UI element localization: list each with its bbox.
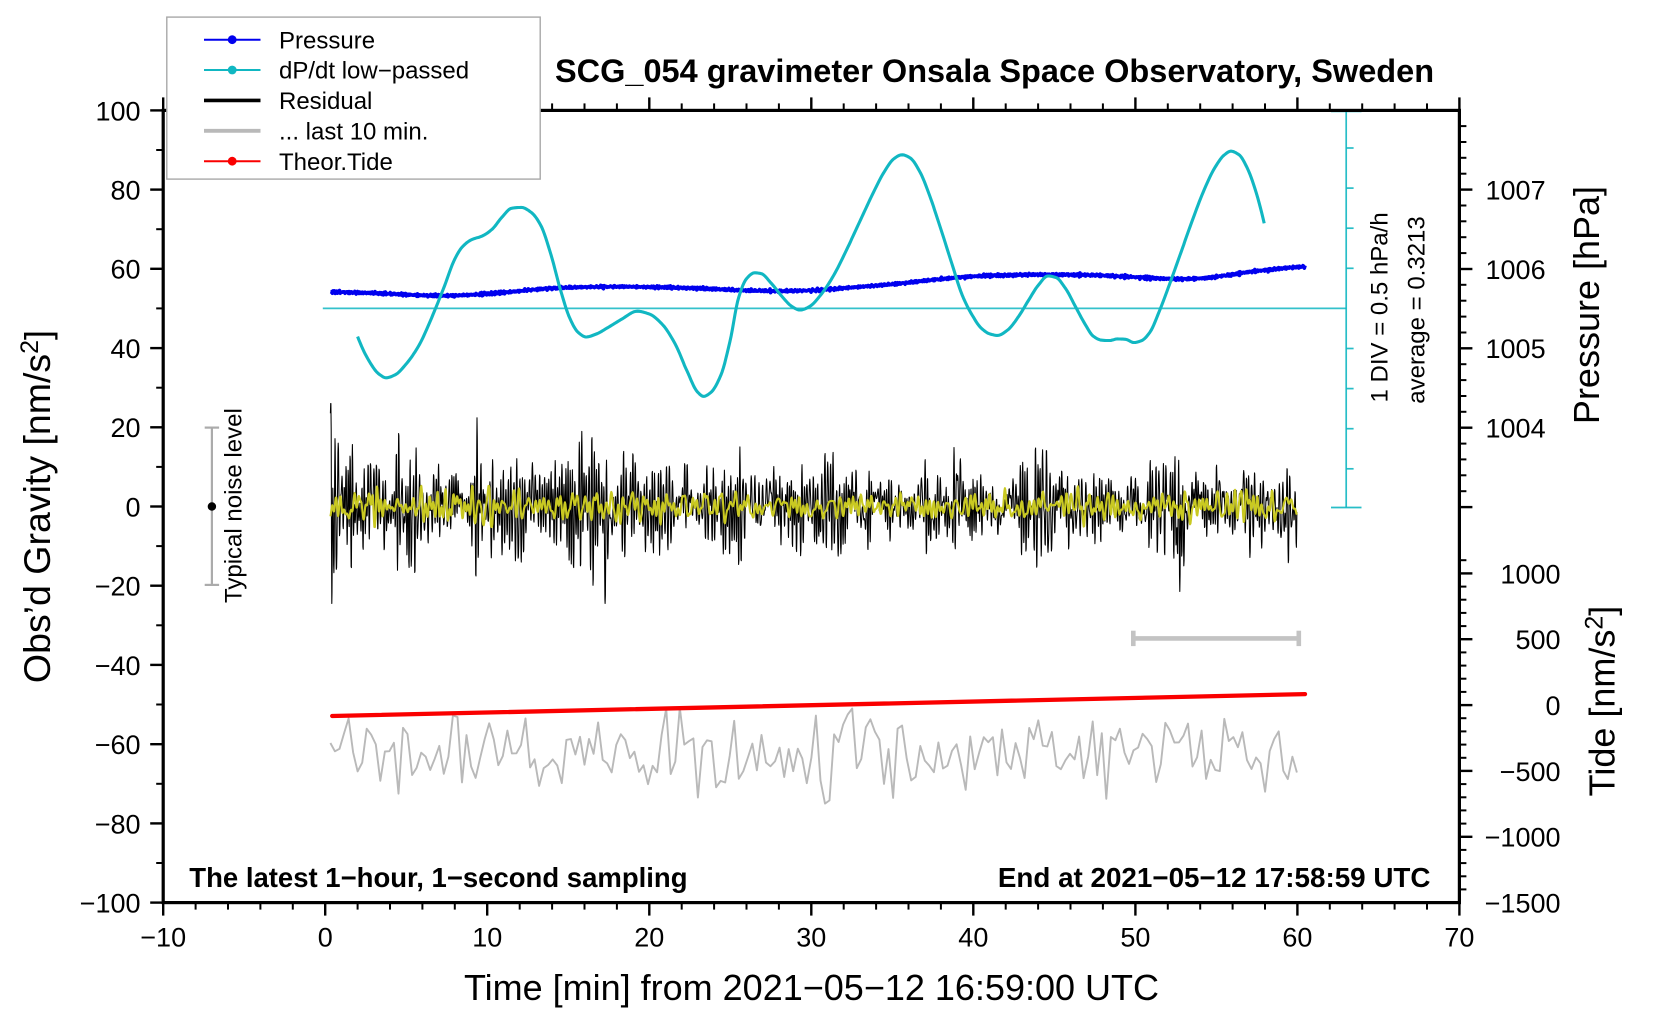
svg-text:500: 500 [1515, 625, 1560, 655]
svg-text:20: 20 [110, 413, 140, 443]
svg-text:60: 60 [1282, 922, 1312, 952]
svg-text:70: 70 [1444, 922, 1474, 952]
svg-text:1006: 1006 [1486, 255, 1546, 285]
svg-text:50: 50 [1120, 922, 1150, 952]
svg-text:80: 80 [110, 176, 140, 206]
svg-text:20: 20 [634, 922, 664, 952]
svg-text:−60: −60 [95, 730, 141, 760]
svg-text:1005: 1005 [1486, 334, 1546, 364]
svg-text:40: 40 [958, 922, 988, 952]
svg-text:10: 10 [472, 922, 502, 952]
svg-text:−100: −100 [80, 889, 141, 919]
svg-text:1 DIV = 0.5 hPa/h: 1 DIV = 0.5 hPa/h [1367, 212, 1394, 402]
svg-text:100: 100 [95, 96, 140, 126]
svg-text:average = 0.3213: average = 0.3213 [1404, 216, 1431, 404]
svg-text:1000: 1000 [1500, 559, 1560, 589]
svg-text:−500: −500 [1500, 757, 1561, 787]
svg-text:30: 30 [796, 922, 826, 952]
svg-text:Obs’d Gravity [nm/s2]: Obs’d Gravity [nm/s2] [16, 330, 58, 683]
svg-text:−20: −20 [95, 572, 141, 602]
svg-text:The latest 1−hour, 1−second sa: The latest 1−hour, 1−second sampling [189, 862, 687, 893]
svg-text:Typical noise level: Typical noise level [221, 408, 248, 603]
svg-text:60: 60 [110, 255, 140, 285]
svg-text:End at 2021−05−12 17:58:59 UTC: End at 2021−05−12 17:58:59 UTC [998, 862, 1431, 893]
svg-text:−10: −10 [140, 922, 186, 952]
svg-text:0: 0 [1545, 691, 1560, 721]
svg-text:... last 10 min.: ... last 10 min. [279, 119, 428, 146]
svg-text:dP/dt low−passed: dP/dt low−passed [279, 58, 469, 85]
svg-text:−1000: −1000 [1485, 823, 1561, 853]
svg-text:−80: −80 [95, 809, 141, 839]
svg-text:1007: 1007 [1486, 175, 1546, 205]
svg-text:0: 0 [318, 922, 333, 952]
svg-text:Time [min] from 2021−05−12 16:: Time [min] from 2021−05−12 16:59:00 UTC [464, 967, 1159, 1008]
svg-text:Theor.Tide: Theor.Tide [279, 149, 393, 176]
svg-text:1004: 1004 [1486, 414, 1546, 444]
svg-text:0: 0 [125, 492, 140, 522]
svg-text:Pressure [hPa]: Pressure [hPa] [1566, 186, 1607, 424]
svg-text:40: 40 [110, 334, 140, 364]
svg-text:−40: −40 [95, 651, 141, 681]
svg-text:Residual: Residual [279, 88, 372, 115]
svg-text:SCG_054 gravimeter Onsala Spac: SCG_054 gravimeter Onsala Space Observat… [555, 53, 1434, 89]
svg-text:−1500: −1500 [1485, 889, 1561, 919]
svg-text:Tide [nm/s2]: Tide [nm/s2] [1581, 606, 1623, 797]
svg-text:Pressure: Pressure [279, 27, 375, 54]
